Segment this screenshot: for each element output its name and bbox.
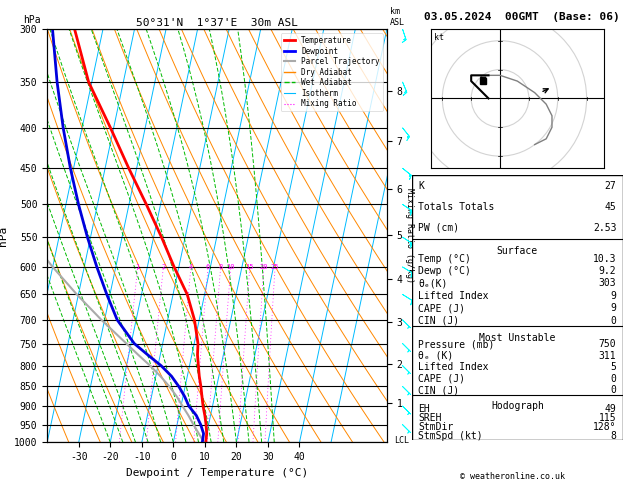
Text: 9: 9	[611, 291, 616, 301]
Text: 5: 5	[611, 362, 616, 372]
Text: Pressure (mb): Pressure (mb)	[418, 339, 494, 349]
Text: Dewp (°C): Dewp (°C)	[418, 266, 471, 276]
Text: 8: 8	[218, 264, 223, 270]
Text: Lifted Index: Lifted Index	[418, 362, 489, 372]
Text: Most Unstable: Most Unstable	[479, 332, 555, 343]
Text: 2: 2	[161, 264, 165, 270]
Text: PW (cm): PW (cm)	[418, 223, 459, 233]
Text: CAPE (J): CAPE (J)	[418, 303, 465, 313]
Text: © weatheronline.co.uk: © weatheronline.co.uk	[460, 472, 565, 481]
Text: EH: EH	[418, 404, 430, 414]
Text: 9.2: 9.2	[599, 266, 616, 276]
Text: Temp (°C): Temp (°C)	[418, 254, 471, 263]
X-axis label: Dewpoint / Temperature (°C): Dewpoint / Temperature (°C)	[126, 468, 308, 478]
Y-axis label: hPa: hPa	[0, 226, 8, 246]
Text: 27: 27	[604, 181, 616, 191]
Text: Surface: Surface	[497, 246, 538, 256]
Text: 0: 0	[611, 385, 616, 395]
Text: Lifted Index: Lifted Index	[418, 291, 489, 301]
Text: StmSpd (kt): StmSpd (kt)	[418, 431, 483, 441]
Text: 8: 8	[611, 431, 616, 441]
Text: Hodograph: Hodograph	[491, 401, 544, 412]
Text: 20: 20	[260, 264, 268, 270]
Text: θₑ (K): θₑ (K)	[418, 351, 454, 361]
Text: K: K	[418, 181, 424, 191]
Text: StmDir: StmDir	[418, 422, 454, 432]
Text: 311: 311	[599, 351, 616, 361]
Text: 4: 4	[189, 264, 193, 270]
Text: 49: 49	[604, 404, 616, 414]
Text: 0: 0	[611, 316, 616, 326]
Text: 115: 115	[599, 413, 616, 423]
Text: 750: 750	[599, 339, 616, 349]
Text: CIN (J): CIN (J)	[418, 385, 459, 395]
Text: 45: 45	[604, 202, 616, 212]
Text: SREH: SREH	[418, 413, 442, 423]
Text: CAPE (J): CAPE (J)	[418, 374, 465, 384]
Text: 6: 6	[206, 264, 210, 270]
Text: 9: 9	[611, 303, 616, 313]
Text: hPa: hPa	[23, 15, 41, 25]
Text: 128°: 128°	[593, 422, 616, 432]
Text: CIN (J): CIN (J)	[418, 316, 459, 326]
Text: 1: 1	[136, 264, 140, 270]
Legend: Temperature, Dewpoint, Parcel Trajectory, Dry Adiabat, Wet Adiabat, Isotherm, Mi: Temperature, Dewpoint, Parcel Trajectory…	[281, 33, 383, 111]
Text: LCL: LCL	[394, 435, 409, 445]
Text: 303: 303	[599, 278, 616, 289]
Text: 25: 25	[271, 264, 279, 270]
Text: Totals Totals: Totals Totals	[418, 202, 494, 212]
Y-axis label: Mixing Ratio (g/kg): Mixing Ratio (g/kg)	[404, 188, 413, 283]
Text: 10: 10	[226, 264, 235, 270]
Text: km
ASL: km ASL	[390, 7, 405, 27]
Text: kt: kt	[434, 34, 444, 42]
Title: 50°31'N  1°37'E  30m ASL: 50°31'N 1°37'E 30m ASL	[136, 18, 298, 28]
Text: 0: 0	[611, 374, 616, 384]
Text: 15: 15	[245, 264, 254, 270]
Text: 03.05.2024  00GMT  (Base: 06): 03.05.2024 00GMT (Base: 06)	[424, 12, 620, 22]
Text: θₑ(K): θₑ(K)	[418, 278, 448, 289]
Text: 2.53: 2.53	[593, 223, 616, 233]
Text: 10.3: 10.3	[593, 254, 616, 263]
